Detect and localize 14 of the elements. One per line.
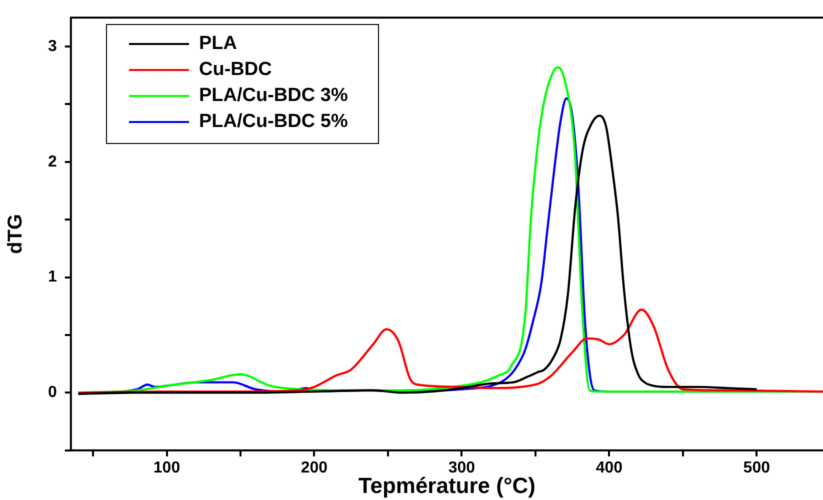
- legend-label: Cu-BDC: [199, 59, 272, 81]
- y-tick-label: 2: [48, 153, 57, 170]
- legend-label: PLA/Cu-BDC 3%: [199, 85, 348, 107]
- x-tick-label: 100: [153, 459, 180, 476]
- legend-label: PLA/Cu-BDC 5%: [199, 111, 348, 133]
- x-tick-label: 500: [743, 459, 770, 476]
- legend-label: PLA: [199, 33, 237, 55]
- y-tick-label: 1: [48, 268, 57, 286]
- line-series: [77, 308, 823, 394]
- y-axis-title: dTG: [4, 214, 27, 254]
- x-tick-label: 200: [300, 459, 328, 476]
- x-tick-label: 400: [596, 459, 623, 476]
- y-tick-label: 3: [48, 38, 57, 55]
- y-tick-label: 0: [48, 384, 57, 402]
